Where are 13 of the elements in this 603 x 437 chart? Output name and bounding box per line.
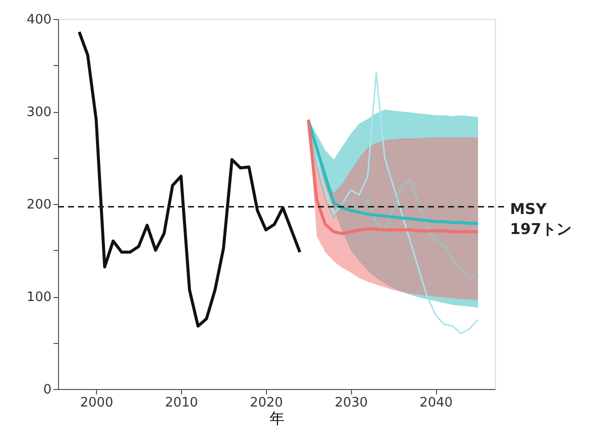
x-tick-label: 2030 [334,396,368,410]
x-axis-title: 年 [270,410,284,428]
x-tick-label: 2020 [250,396,283,410]
ref-line-label: MSY 197トン [510,200,572,238]
x-tick-label: 2000 [80,396,114,410]
x-tick-label: 2010 [164,396,198,410]
y-tick-label: 400 [26,12,52,28]
y-tick-label: 300 [26,105,52,120]
y-tick-label: 100 [26,290,52,305]
x-tick-label: 2040 [420,396,453,410]
line-series [78,30,302,328]
y-tick-label: 0 [43,382,52,398]
y-tick-label: 200 [26,198,52,212]
